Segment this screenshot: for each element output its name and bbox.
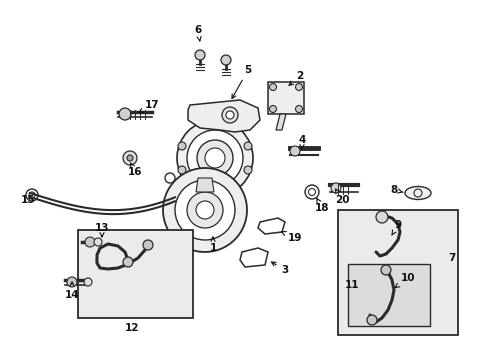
Circle shape [94,238,102,246]
Circle shape [375,211,387,223]
Text: 7: 7 [447,253,455,263]
Circle shape [222,107,238,123]
Circle shape [186,192,223,228]
Text: 2: 2 [288,71,303,85]
Bar [347,264,429,326]
Circle shape [221,55,230,65]
Text: 14: 14 [64,282,79,300]
Circle shape [123,257,133,267]
Text: 6: 6 [194,25,201,41]
Text: 19: 19 [281,231,302,243]
Circle shape [197,140,232,176]
Circle shape [244,166,251,174]
Circle shape [269,84,276,90]
Circle shape [178,142,185,150]
Text: 12: 12 [124,323,139,333]
Circle shape [330,183,340,193]
Circle shape [195,50,204,60]
Circle shape [178,166,185,174]
Bar [337,210,457,335]
Circle shape [177,120,252,196]
Text: 15: 15 [20,195,35,205]
Text: 9: 9 [391,220,401,235]
Circle shape [295,84,302,90]
Text: 3: 3 [271,262,288,275]
Circle shape [196,201,214,219]
Text: 18: 18 [314,198,328,213]
Text: 8: 8 [389,185,402,195]
Circle shape [269,105,276,113]
Bar [267,82,304,114]
Circle shape [204,148,224,168]
Polygon shape [187,100,260,132]
Circle shape [175,180,235,240]
Circle shape [289,146,299,156]
Circle shape [127,155,133,161]
Circle shape [119,108,131,120]
Circle shape [84,278,92,286]
Polygon shape [275,114,285,130]
Circle shape [295,105,302,113]
Text: 13: 13 [95,223,109,237]
Polygon shape [196,178,214,192]
Circle shape [85,237,95,247]
Circle shape [225,111,234,119]
Text: 20: 20 [334,189,348,205]
Circle shape [380,265,390,275]
Text: 4: 4 [298,135,305,149]
Text: 5: 5 [231,65,251,99]
Bar [78,230,193,318]
Text: 11: 11 [344,280,359,290]
Circle shape [123,151,137,165]
Circle shape [366,315,376,325]
Text: 1: 1 [209,237,216,253]
Circle shape [186,130,243,186]
Ellipse shape [404,186,430,199]
Text: 17: 17 [139,100,159,112]
Circle shape [163,168,246,252]
Circle shape [244,142,251,150]
Circle shape [67,277,77,287]
Circle shape [142,240,153,250]
Text: 16: 16 [127,163,142,177]
Text: 10: 10 [394,273,414,288]
